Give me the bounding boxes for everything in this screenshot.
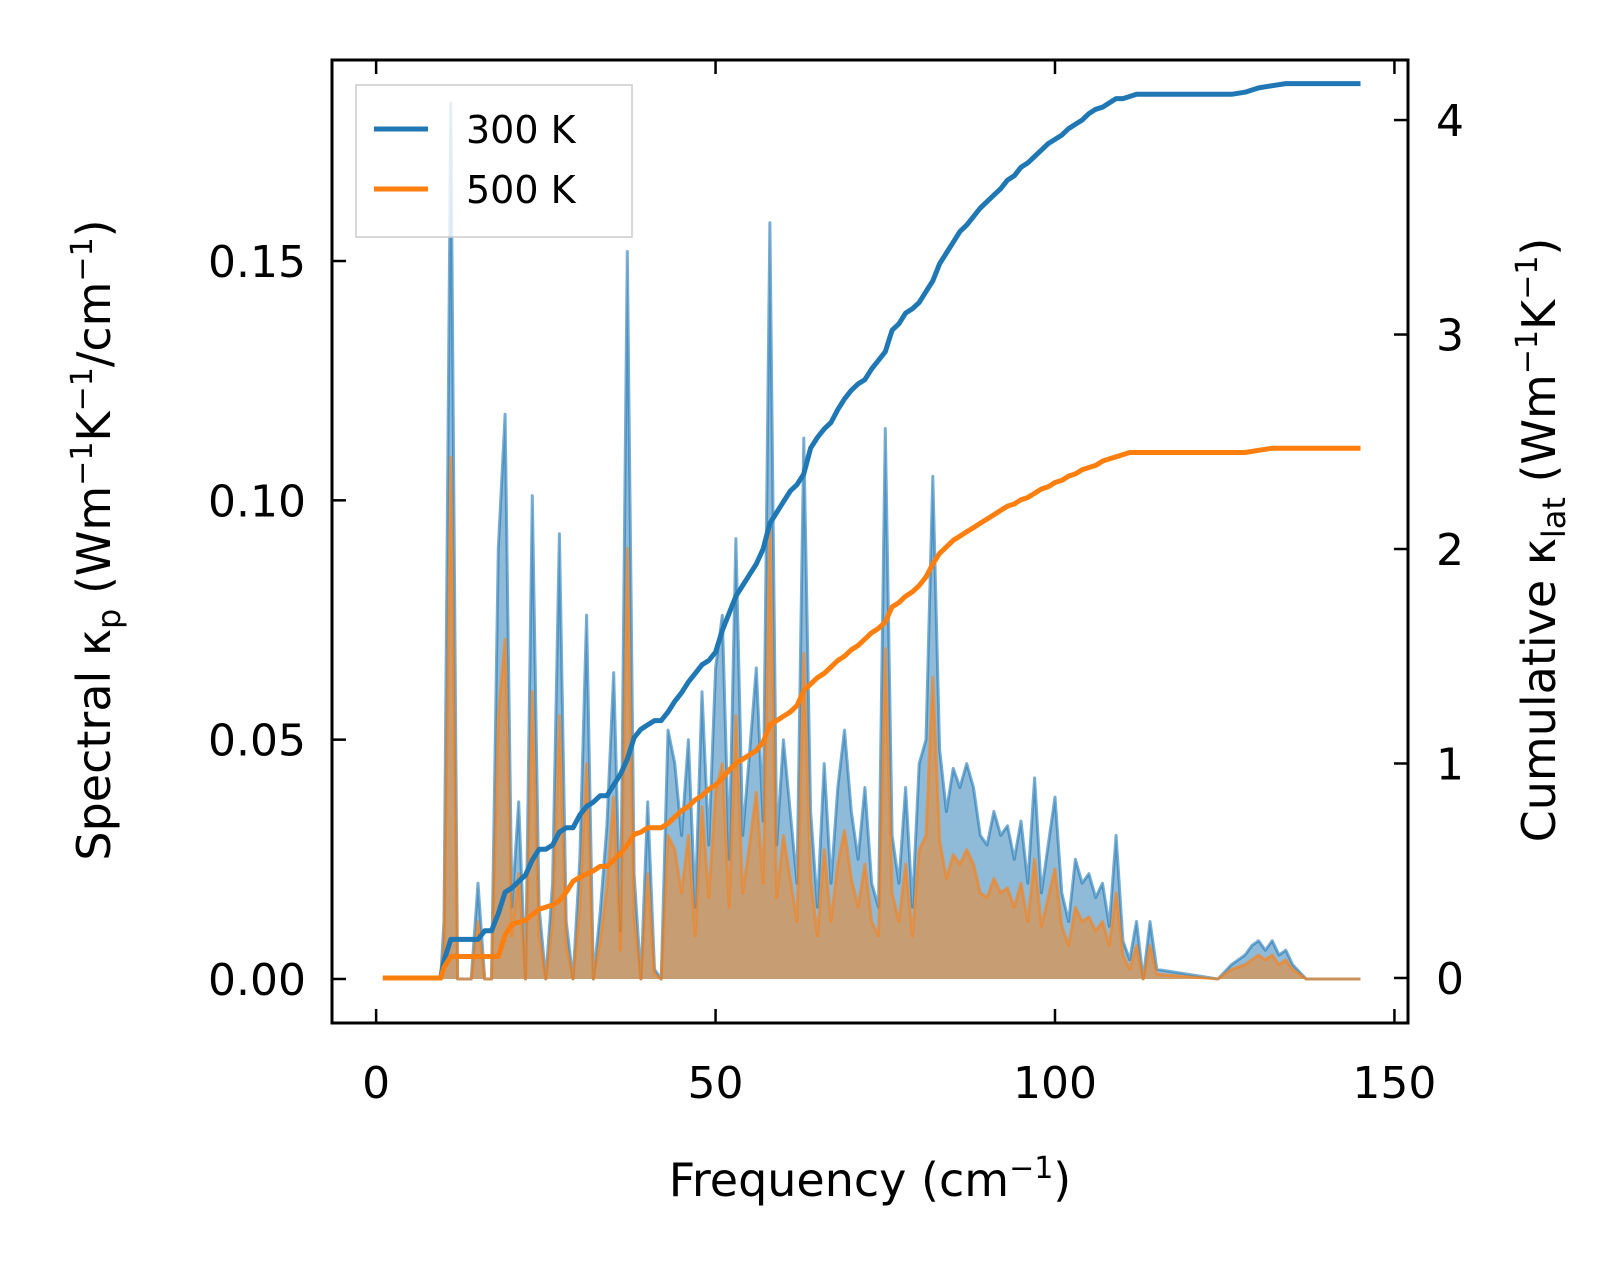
x-axis-title: Frequency (cm−1) bbox=[669, 1151, 1072, 1207]
axis-ticks: 0 50 100 150 0.00 0.05 0.10 0.15 0 1 2 3 4 bbox=[208, 60, 1464, 1109]
x-tick-label: 0 bbox=[362, 1058, 390, 1109]
y-left-tick-label: 0.05 bbox=[208, 716, 306, 767]
y-right-tick-label: 2 bbox=[1436, 525, 1464, 576]
x-tick-label: 100 bbox=[1013, 1058, 1097, 1109]
legend-label-500k: 500 K bbox=[466, 168, 577, 212]
y-left-tick-label: 0.15 bbox=[208, 237, 306, 288]
x-tick-label: 150 bbox=[1352, 1058, 1436, 1109]
y-right-tick-label: 1 bbox=[1436, 739, 1464, 790]
spectral-line-0 bbox=[382, 101, 1361, 981]
legend-label-300k: 300 K bbox=[466, 108, 577, 152]
plot-area bbox=[382, 81, 1361, 981]
plot-frame bbox=[330, 58, 1410, 1025]
y-axis-left-title: Spectral κp (Wm−1K−1/cm−1) bbox=[65, 219, 128, 860]
y-right-tick-label: 4 bbox=[1436, 96, 1464, 147]
x-tick-label: 50 bbox=[688, 1058, 744, 1109]
y-right-tick-label: 3 bbox=[1436, 311, 1464, 362]
cumulative-line-0 bbox=[382, 81, 1361, 981]
y-left-tick-label: 0.10 bbox=[208, 476, 306, 527]
y-left-tick-label: 0.00 bbox=[208, 955, 306, 1006]
legend: 300 K 500 K bbox=[355, 84, 633, 238]
spectral-line-1 bbox=[382, 455, 1361, 981]
legend-box bbox=[355, 84, 633, 238]
y-axis-right-title: Cumulative κlat (Wm−1K−1) bbox=[1510, 238, 1573, 843]
y-right-tick-label: 0 bbox=[1436, 954, 1464, 1005]
cumulative-line-1 bbox=[382, 445, 1361, 981]
